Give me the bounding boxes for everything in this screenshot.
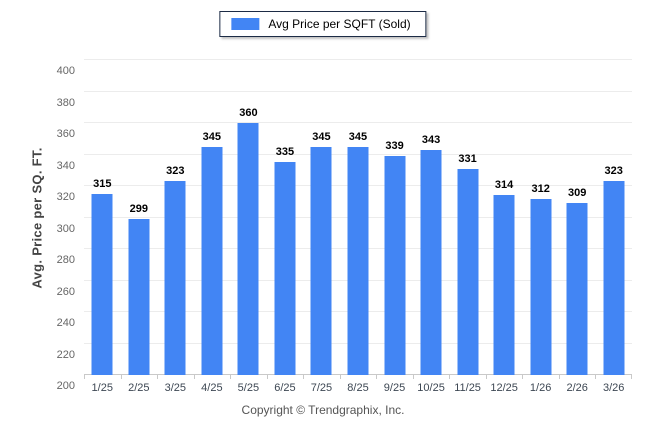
bars-layer: 315 1/25 299 2/25 323 3/25 345 4/25 360 5/25 335 6/…: [84, 60, 632, 394]
bar-value-label: 323: [604, 165, 623, 178]
legend-swatch: [231, 18, 260, 30]
bar: [347, 146, 369, 375]
x-tick-label: 11/25: [454, 382, 481, 394]
bar: [91, 193, 113, 375]
y-tick-label: 260: [56, 285, 75, 298]
x-axis-tick: [522, 375, 524, 379]
bar-value-label: 343: [421, 133, 441, 146]
bar-value-label: 323: [166, 165, 185, 178]
bar-value-label: 299: [129, 203, 148, 216]
x-axis-tick: [230, 375, 232, 379]
bar-cell: 312 1/26: [522, 60, 559, 394]
x-axis-tick: [558, 375, 560, 379]
gridline: 400: [57, 59, 632, 77]
y-tick-label: 280: [56, 254, 75, 266]
y-tick-label: 380: [56, 96, 75, 109]
bar: [457, 168, 479, 375]
bar: [530, 198, 552, 375]
y-tick-label: 220: [56, 348, 75, 361]
y-tick-label: 240: [56, 317, 75, 329]
x-axis-tick: [595, 375, 597, 379]
bar-cell: 339 9/25: [376, 60, 413, 394]
x-axis-tick: [157, 375, 159, 379]
bar-value-label: 315: [93, 177, 112, 190]
y-tick-label: 400: [56, 65, 75, 77]
bar: [384, 156, 406, 375]
bar: [603, 181, 625, 375]
bar-value-label: 360: [239, 107, 258, 119]
x-tick-label: 8/25: [347, 382, 369, 394]
bar: [164, 181, 186, 375]
x-tick-label: 2/26: [566, 382, 588, 394]
bar-value-label: 345: [312, 130, 331, 143]
x-tick-label: 2/25: [128, 382, 150, 394]
y-axis-title: Avg. Price per SQ. FT.: [29, 147, 45, 289]
x-axis-tick: [630, 375, 632, 379]
bar: [493, 195, 515, 375]
x-axis-tick: [120, 375, 122, 379]
legend: Avg Price per SQFT (Sold): [219, 11, 427, 37]
x-axis-tick: [485, 375, 487, 379]
bar-cell: 299 2/25: [120, 60, 158, 394]
bar-value-label: 314: [494, 179, 514, 192]
y-tick-label: 320: [56, 191, 75, 203]
bar: [274, 162, 296, 375]
bar-cell: 323 3/25: [157, 60, 194, 394]
x-tick-label: 9/25: [383, 382, 406, 394]
copyright-text: Copyright © Trendgraphix, Inc.: [241, 403, 405, 417]
bar: [566, 203, 588, 375]
bar-cell: 331 11/25: [449, 60, 486, 394]
legend-label: Avg Price per SQFT (Sold): [268, 17, 411, 31]
x-axis-tick: [193, 375, 195, 379]
bar: [128, 219, 150, 375]
x-tick-label: 7/25: [310, 382, 333, 394]
bar-value-label: 309: [567, 187, 587, 200]
x-axis-tick: [303, 375, 305, 379]
x-tick-label: 6/25: [274, 382, 296, 394]
bar-value-label: 331: [458, 152, 477, 165]
x-axis-tick: [266, 375, 268, 379]
y-tick-label: 360: [56, 128, 75, 140]
bar: [237, 123, 259, 375]
bar-value-label: 345: [348, 130, 368, 143]
gridline: 380: [57, 90, 632, 109]
x-tick-label: 1/26: [529, 382, 552, 394]
plot-area: 200 220 240 260 280 300 320 340 360 380 400 315 1/2…: [57, 59, 632, 394]
x-tick-label: 5/25: [237, 382, 260, 394]
x-axis-tick: [339, 375, 341, 379]
bar-cell: 323 3/26: [595, 60, 632, 394]
bar-cell: 335 6/25: [266, 60, 304, 394]
bar-value-label: 345: [202, 130, 222, 143]
bar-cell: 343 10/25: [412, 60, 450, 394]
bar: [201, 146, 223, 375]
x-axis-tick: [376, 375, 378, 379]
bar-value-label: 312: [531, 182, 550, 195]
bar-cell: 315 1/25: [84, 60, 121, 394]
y-tick-label: 300: [56, 222, 75, 235]
x-tick-label: 12/25: [490, 382, 518, 394]
x-tick-label: 10/25: [417, 382, 445, 394]
y-tick-label: 340: [56, 159, 75, 172]
bar-value-label: 339: [385, 140, 404, 153]
bar-cell: 345 8/25: [339, 60, 377, 394]
bar: [420, 149, 442, 375]
x-tick-label: 1/25: [91, 382, 113, 394]
bar-cell: 314 12/25: [485, 60, 523, 394]
x-tick-label: 3/26: [602, 382, 625, 394]
bar: [310, 146, 332, 375]
bar-cell: 345 4/25: [193, 60, 231, 394]
bar-cell: 345 7/25: [303, 60, 340, 394]
bar-cell: 360 5/25: [230, 60, 267, 394]
x-tick-label: 3/25: [164, 382, 187, 394]
x-axis-tick: [84, 375, 85, 379]
bar-value-label: 335: [275, 146, 295, 159]
x-axis-tick: [449, 375, 451, 379]
gridline: 360: [57, 122, 632, 140]
x-axis-tick: [412, 375, 414, 379]
y-tick-label: 200: [56, 380, 75, 392]
x-tick-label: 4/25: [201, 382, 223, 394]
bar-cell: 309 2/26: [558, 60, 596, 394]
